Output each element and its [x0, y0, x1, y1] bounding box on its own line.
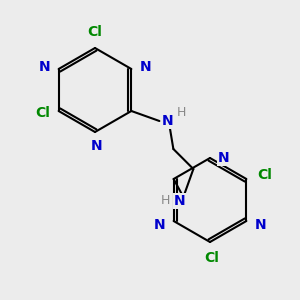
Text: H: H [177, 106, 186, 119]
Text: H: H [161, 194, 170, 208]
Text: Cl: Cl [35, 106, 50, 120]
Text: N: N [218, 151, 230, 165]
Text: N: N [39, 60, 50, 74]
Text: N: N [162, 114, 173, 128]
Text: Cl: Cl [257, 168, 272, 182]
Text: N: N [255, 218, 266, 232]
Text: N: N [174, 194, 185, 208]
Text: N: N [154, 218, 165, 232]
Text: N: N [140, 60, 151, 74]
Text: N: N [91, 139, 103, 153]
Text: Cl: Cl [88, 25, 102, 39]
Text: Cl: Cl [205, 251, 219, 265]
